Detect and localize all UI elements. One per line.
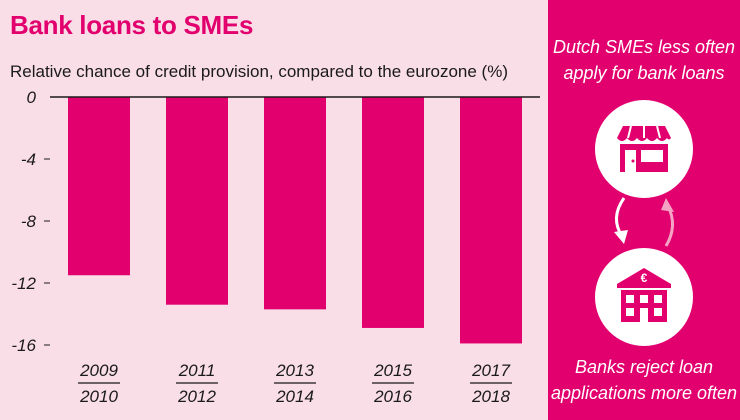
x-tick-label-end-year: 2016 [373,387,412,406]
chart-panel: Bank loans to SMEs Relative chance of cr… [10,10,540,406]
y-tick-label: 0 [27,88,37,107]
x-tick-label-start-year: 2011 [178,361,216,380]
sme-explanation: Dutch SMEs less often apply for bank loa… [548,34,740,86]
bank-explanation: Banks reject loan applications more ofte… [548,354,740,406]
bar [362,97,424,328]
y-tick-label: -4 [21,150,36,169]
shop-icon-graphic [617,125,671,172]
cycle-arrows-icon [614,197,674,247]
bar [166,97,228,305]
bar [264,97,326,310]
x-tick-label-start-year: 2013 [275,361,314,380]
x-tick-label-end-year: 2012 [177,387,216,406]
bar [460,97,522,344]
bar-chart: 0 -4 -8 -12 -16 2009 2010 2011 2012 2013 2014 2015 2… [11,88,540,406]
x-tick-label-end-year: 2010 [79,387,118,406]
chart-title: Bank loans to SMEs [10,10,254,40]
y-tick-label: -8 [21,212,37,231]
x-tick-label-end-year: 2018 [471,387,510,406]
shop-icon [595,100,693,198]
bank-icon: € [595,248,693,346]
x-tick-label-start-year: 2017 [471,361,510,380]
x-tick-label-start-year: 2015 [373,361,412,380]
x-tick-label-start-year: 2009 [79,361,118,380]
y-tick-label: -12 [11,274,36,293]
sme-explanation-line2: apply for bank loans [563,63,725,83]
bank-explanation-line1: Banks reject loan [574,357,714,377]
bank-icon-graphic: € [617,268,671,322]
explanation-sidebar: Dutch SMEs less often apply for bank loa… [548,0,740,420]
sme-explanation-line1: Dutch SMEs less often [552,37,736,57]
chart-subtitle: Relative chance of credit provision, com… [10,62,508,81]
euro-symbol: € [641,271,648,285]
y-tick-label: -16 [11,336,36,355]
x-tick-label-end-year: 2014 [275,387,314,406]
bank-explanation-line2: applications more often [550,383,738,403]
bar [68,97,130,276]
